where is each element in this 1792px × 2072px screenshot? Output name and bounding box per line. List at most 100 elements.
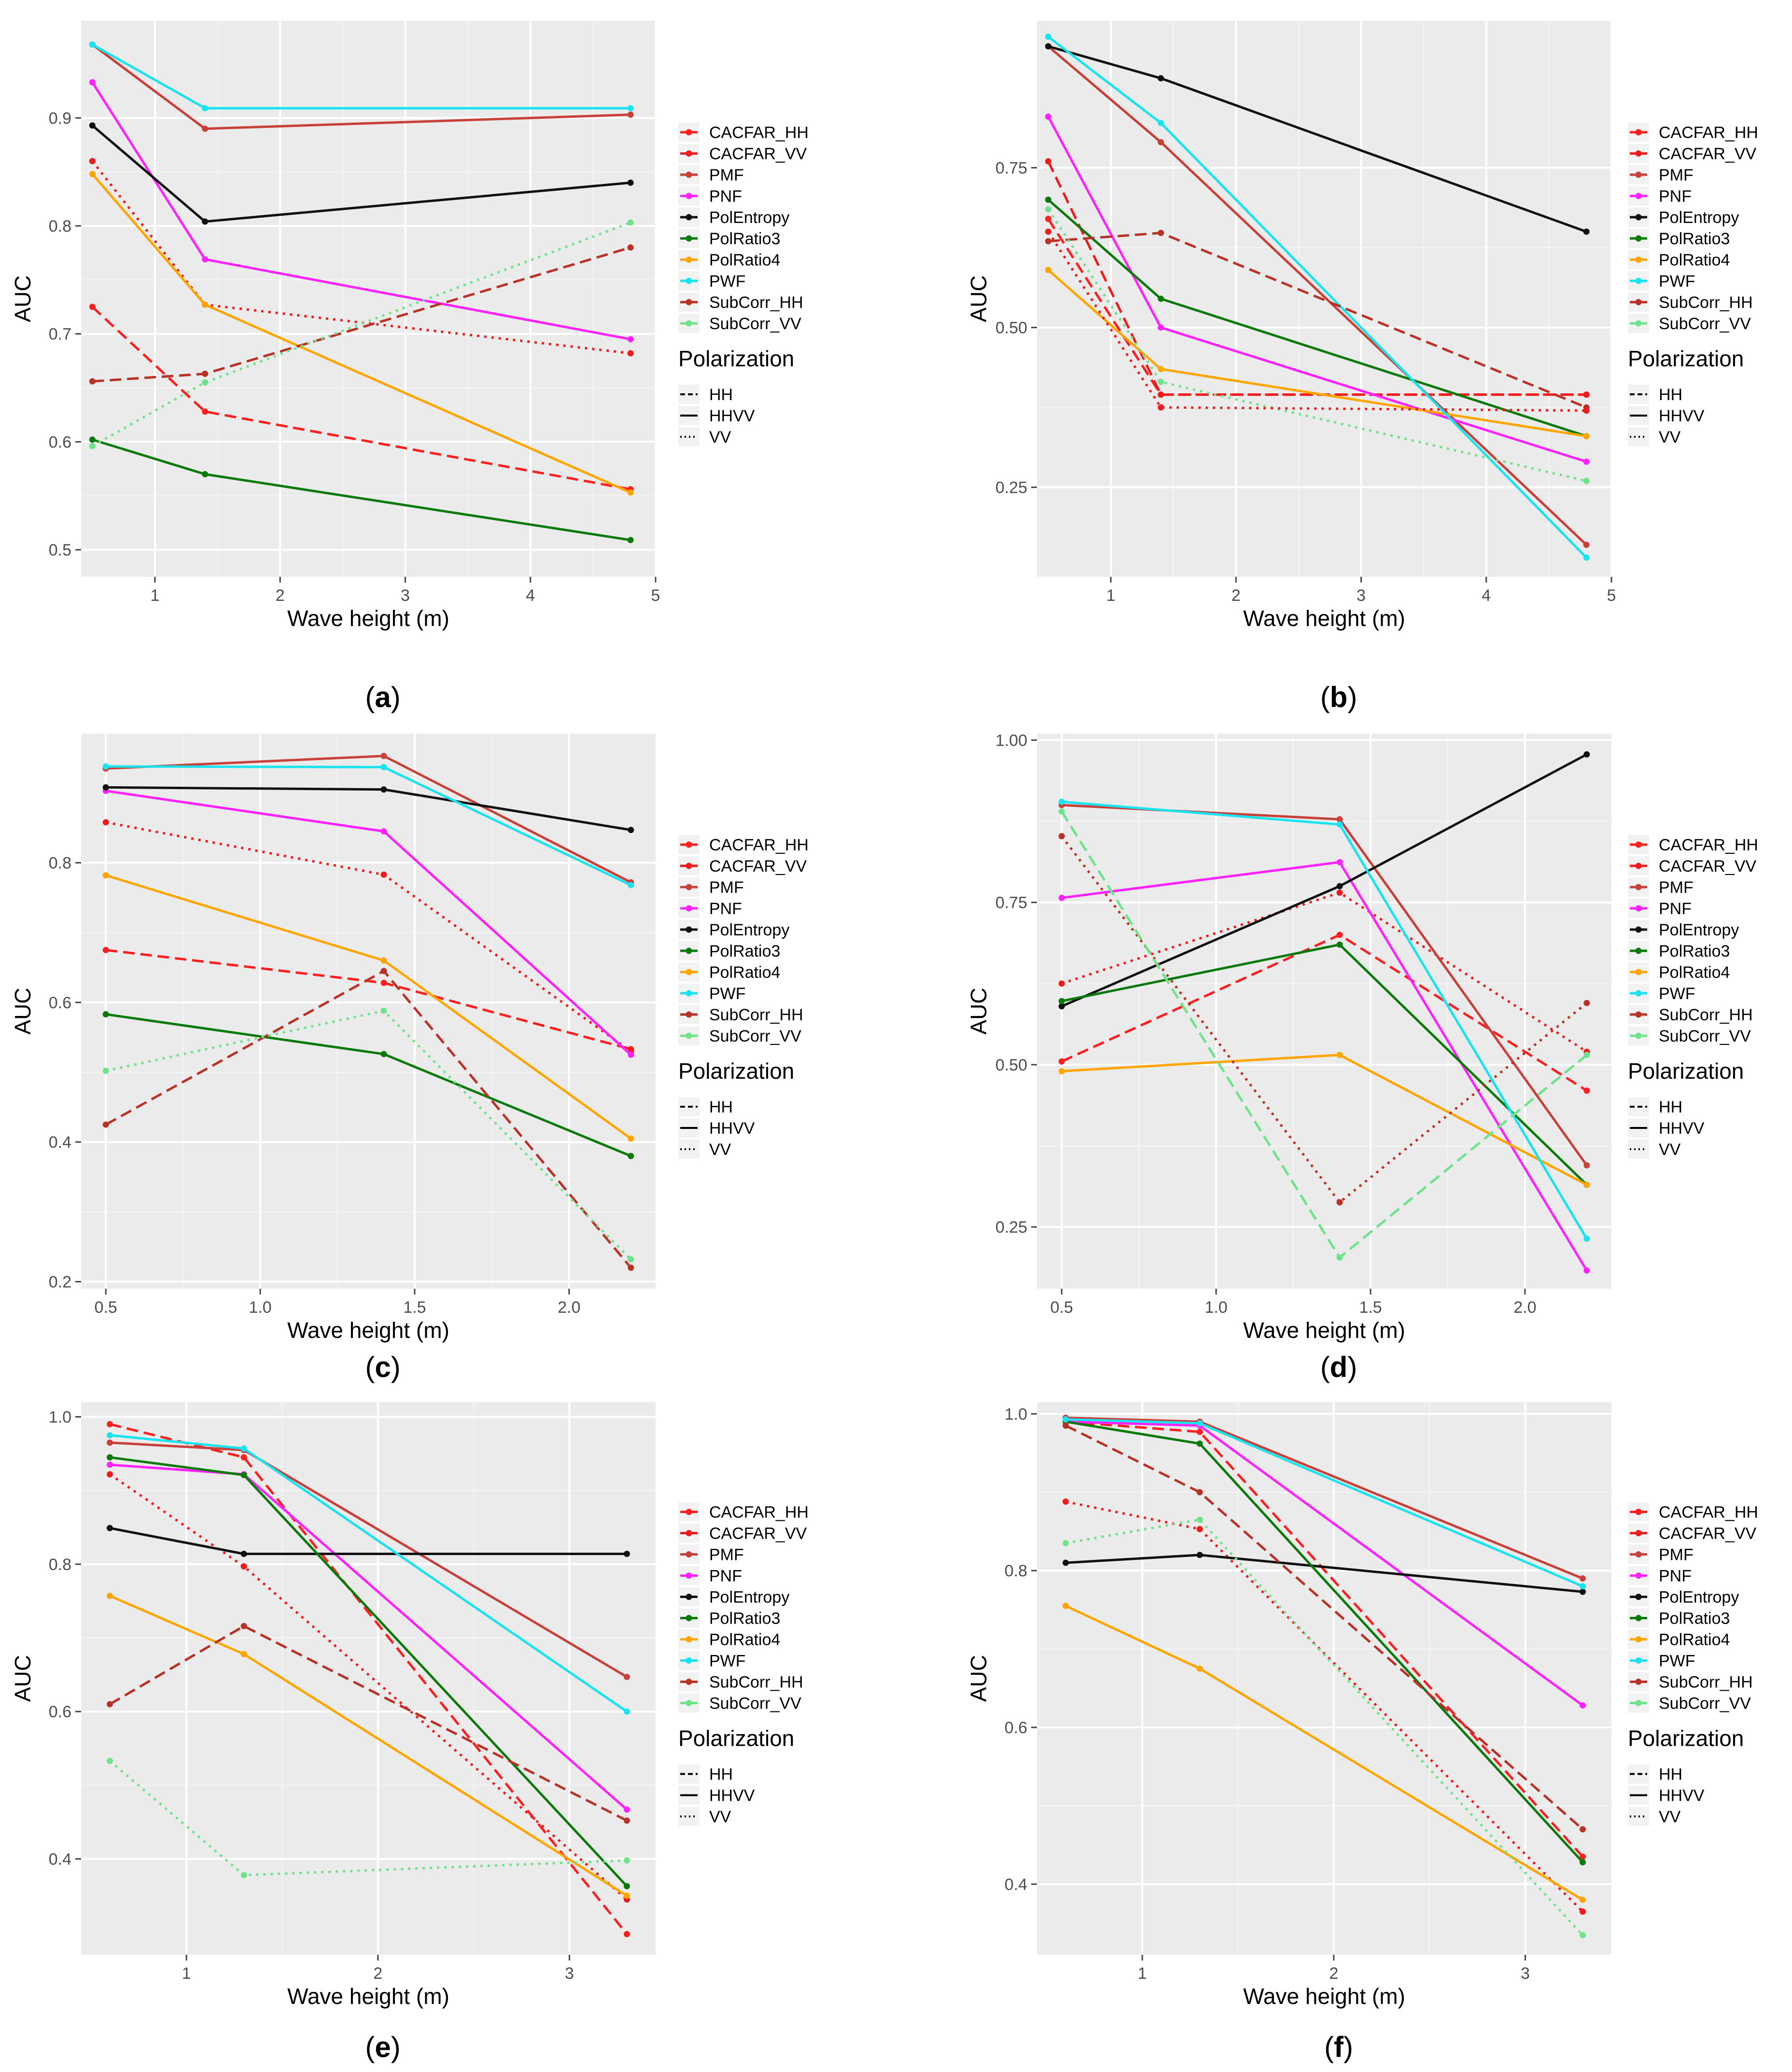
data-point-subcorr-vv — [380, 1007, 387, 1014]
caption-paren: ( — [365, 2031, 375, 2063]
legend-label: PNF — [1659, 187, 1692, 206]
legend-label: CACFAR_HH — [709, 836, 809, 854]
y-tick-label: 0.25 — [995, 1218, 1027, 1237]
legend-swatch-point — [1635, 1657, 1642, 1664]
series-line-cacfar-hh — [1065, 1420, 1584, 1858]
x-tick-label: 3 — [1521, 1964, 1530, 1983]
data-point-subcorr-vv — [89, 443, 96, 449]
caption-paren: ( — [1320, 681, 1330, 713]
data-point-subcorr-hh — [1196, 1489, 1203, 1496]
data-point-polratio4 — [627, 489, 634, 496]
x-axis-title: Wave height (m) — [287, 606, 449, 631]
legend-label: PolEntropy — [709, 1588, 789, 1607]
data-point-polentropy — [89, 122, 96, 129]
legend-label: PWF — [709, 985, 746, 1003]
data-point-pwf — [1580, 1583, 1586, 1590]
data-point-polratio3 — [380, 1051, 387, 1057]
panel-caption: (e) — [365, 2031, 400, 2063]
x-axis-title: Wave height (m) — [1243, 1984, 1405, 2009]
data-point-subcorr-vv — [1158, 378, 1164, 385]
legend-swatch-point — [686, 1551, 692, 1557]
data-point-pnf — [107, 1461, 113, 1468]
data-point-polentropy — [1583, 228, 1590, 235]
x-axis-title: Wave height (m) — [287, 1984, 449, 2009]
x-tick-label: 0.5 — [95, 1298, 117, 1317]
y-tick-label: 0.9 — [49, 109, 71, 127]
data-point-cacfar-hh — [1336, 932, 1343, 938]
legend-linetype-label: VV — [709, 428, 731, 446]
data-point-polratio4 — [1580, 1896, 1586, 1903]
legend-label: PWF — [1659, 1652, 1695, 1670]
data-point-polentropy — [628, 827, 634, 834]
legend-label: PMF — [709, 878, 744, 897]
x-tick-label: 3 — [565, 1964, 574, 1983]
legend-swatch-point — [686, 947, 692, 954]
legend-linetype-label: VV — [1659, 428, 1681, 446]
legend-swatch-point — [1635, 905, 1642, 912]
data-point-pnf — [380, 828, 387, 835]
data-point-cacfar-hh — [1583, 1087, 1590, 1094]
legend-swatch-point — [686, 1657, 692, 1664]
legend-swatch-point — [1635, 1615, 1642, 1621]
data-point-polratio3 — [1058, 998, 1065, 1004]
data-point-cacfar-vv — [1336, 890, 1343, 896]
legend-label: PolRatio4 — [709, 963, 780, 982]
legend-label: PMF — [1659, 1546, 1694, 1564]
data-point-polratio4 — [628, 1135, 634, 1142]
caption-paren: ) — [1347, 1351, 1357, 1383]
legend-swatch-point — [1635, 1636, 1642, 1642]
caption-letter: f — [1334, 2031, 1344, 2063]
data-point-polratio4 — [1196, 1665, 1203, 1672]
legend-swatch-point — [686, 129, 692, 136]
x-tick-label: 1.0 — [249, 1298, 271, 1317]
data-point-subcorr-vv — [240, 1872, 247, 1878]
caption-letter: e — [375, 2031, 391, 2063]
y-tick-label: 1.0 — [1005, 1405, 1027, 1423]
legend-label: PolRatio4 — [1659, 251, 1730, 269]
legend: CACFAR_HH CACFAR_VV PMF PNF PolEntropy PolRat… — [1628, 835, 1758, 1159]
x-tick-label: 3 — [1357, 586, 1366, 605]
series-line-subcorr-hh — [1061, 835, 1588, 1204]
data-point-polratio4 — [1158, 366, 1164, 373]
data-point-pnf — [628, 1051, 634, 1058]
data-point-polentropy — [624, 1550, 630, 1557]
legend-title: Polarization — [678, 1058, 794, 1084]
data-point-polentropy — [1580, 1588, 1586, 1595]
data-point-subcorr-vv — [1583, 1052, 1590, 1058]
data-point-cacfar-vv — [380, 871, 387, 878]
legend-swatch-point — [686, 862, 692, 869]
legend-label: PWF — [709, 272, 746, 291]
legend-swatch-point — [686, 1700, 692, 1706]
x-tick-label: 2.0 — [558, 1298, 580, 1317]
legend-swatch-point — [686, 884, 692, 890]
data-point-subcorr-hh — [107, 1701, 113, 1708]
data-point-polratio3 — [628, 1153, 634, 1159]
legend-label: SubCorr_HH — [709, 293, 803, 312]
legend-label: PolEntropy — [709, 921, 789, 939]
legend-linetype-label: HH — [1659, 1766, 1682, 1784]
data-point-polentropy — [240, 1550, 247, 1557]
legend-swatch-point — [686, 926, 692, 933]
data-point-polratio3 — [1580, 1859, 1586, 1865]
caption-paren: ) — [391, 681, 401, 713]
data-point-subcorr-hh — [1045, 238, 1051, 245]
series-line-cacfar-hh — [109, 1423, 628, 1935]
legend-label: PolRatio3 — [1659, 942, 1730, 960]
caption-paren: ) — [391, 2031, 401, 2063]
legend-label: SubCorr_VV — [1659, 1027, 1751, 1045]
data-point-subcorr-vv — [1045, 206, 1051, 213]
data-point-subcorr-vv — [1336, 1254, 1343, 1261]
data-point-polratio3 — [627, 537, 634, 543]
data-point-pwf — [627, 105, 634, 111]
legend-title: Polarization — [678, 346, 794, 371]
legend-label: PWF — [1659, 272, 1695, 291]
chart-panel-c: 0.5 1.0 1.5 2.0 0.2 0.4 0.6 0.8 Wave height (m) A… — [10, 734, 809, 1383]
data-point-pwf — [380, 764, 387, 770]
data-point-subcorr-hh — [202, 370, 209, 377]
data-point-subcorr-vv — [624, 1857, 630, 1864]
x-axis-title: Wave height (m) — [287, 1318, 449, 1343]
legend: CACFAR_HH CACFAR_VV PMF PNF PolEntropy PolRat… — [1628, 123, 1758, 446]
legend-label: SubCorr_VV — [709, 1695, 801, 1713]
legend-label: SubCorr_HH — [1659, 1006, 1753, 1024]
